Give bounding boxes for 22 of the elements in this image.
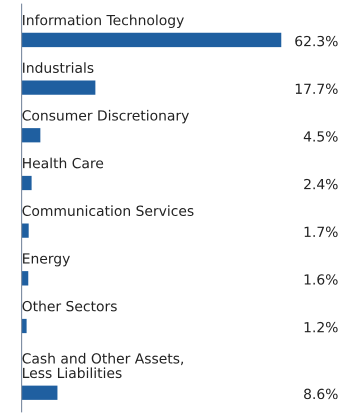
bar	[22, 176, 32, 190]
y-tick-label: Energy	[23, 253, 70, 266]
bar	[22, 80, 96, 95]
data-label: 4.5%	[304, 131, 338, 142]
data-label: 1.7%	[304, 226, 338, 238]
data-label: 17.7%	[296, 84, 338, 94]
y-tick-label: Industrials	[23, 62, 94, 73]
data-label: 1.6%	[304, 274, 338, 285]
y-tick-label: Communication Services	[22, 205, 194, 216]
bar	[22, 271, 28, 286]
y-tick-label: Other Sectors	[22, 300, 117, 312]
data-label: 1.2%	[304, 322, 338, 332]
y-tick-label: Information Technology	[23, 14, 184, 28]
bar	[22, 32, 282, 48]
bar	[22, 223, 29, 238]
y-tick-label: Cash and Other Assets, Less Liabilities	[22, 352, 184, 378]
data-label: 2.4%	[304, 178, 338, 190]
y-tick-label: Consumer Discretionary	[22, 110, 189, 124]
y-tick-label: Health Care	[23, 158, 104, 168]
data-label: 8.6%	[304, 388, 338, 400]
bar	[22, 128, 40, 142]
data-label: 62.3%	[295, 36, 338, 46]
